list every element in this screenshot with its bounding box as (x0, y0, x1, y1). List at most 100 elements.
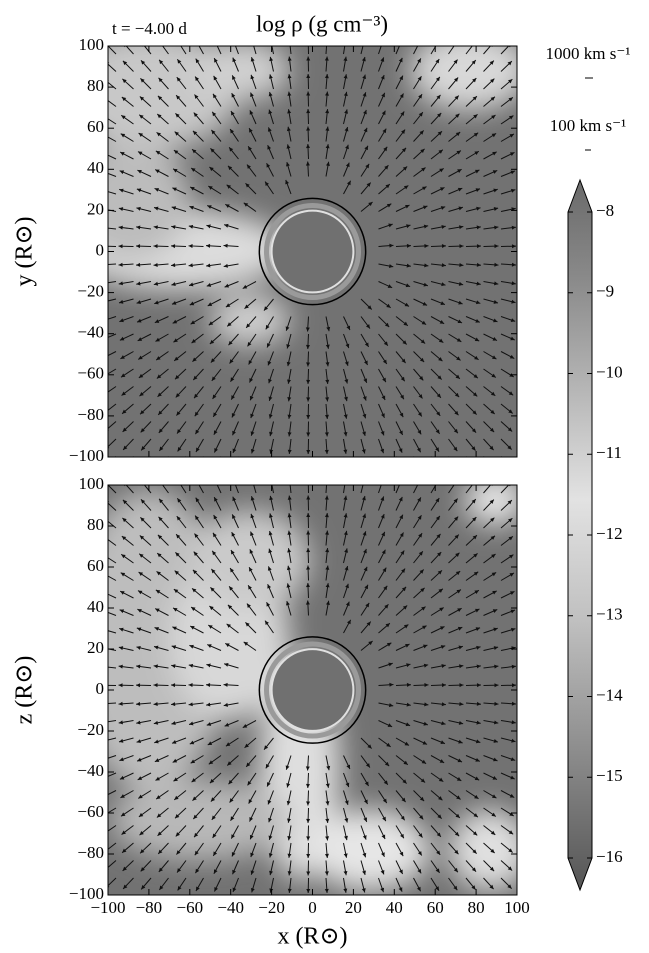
velocity-arrow-head (229, 359, 234, 364)
velocity-arrow-head (102, 592, 106, 596)
velocity-arrow-head (122, 409, 127, 414)
velocity-arrow-head (403, 185, 409, 190)
velocity-arrow-head (138, 133, 144, 137)
velocity-arrow-head (402, 605, 408, 610)
velocity-arrow-head (287, 871, 292, 876)
velocity-arrow-head (510, 170, 515, 175)
velocity-arrow-head (509, 152, 515, 156)
velocity-arrow-head (250, 57, 255, 62)
velocity-arrow-head (188, 683, 193, 688)
velocity-arrow-head (472, 849, 477, 854)
velocity-arrow-head (435, 886, 439, 891)
velocity-arrow-head (101, 226, 105, 230)
x-axis-label: x (R⊙) (277, 924, 347, 950)
velocity-arrow-head (380, 75, 385, 80)
velocity-arrow-head (325, 583, 330, 588)
velocity-arrow-head (507, 463, 511, 467)
velocity-arrow-head (175, 552, 180, 557)
velocity-arrow-head (153, 701, 158, 706)
velocity-arrow-head (424, 683, 429, 688)
velocity-arrow-head (188, 243, 193, 248)
velocity-arrow (483, 485, 492, 494)
velocity-arrow-head (457, 626, 463, 631)
velocity-arrow-head (156, 374, 162, 379)
velocity-arrow-head (208, 321, 214, 326)
velocity-arrow-head (436, 832, 441, 837)
velocity-arrow-head (406, 243, 411, 248)
velocity-arrow-head (345, 583, 349, 589)
velocity-arrow-head (231, 93, 236, 98)
velocity-arrow-head (118, 262, 123, 267)
x-tick-label: 40 (386, 898, 403, 917)
velocity-arrow-head (438, 777, 444, 782)
velocity-arrow-head (382, 128, 387, 134)
velocity-arrow-head (325, 478, 329, 482)
velocity-arrow-head (388, 662, 393, 667)
velocity-arrow-head (510, 757, 516, 761)
velocity-arrow (108, 825, 117, 832)
velocity-arrow-head (159, 446, 164, 451)
velocity-arrow-head (475, 739, 481, 744)
velocity-arrow-head (267, 145, 272, 150)
velocity-arrow-head (325, 818, 330, 823)
velocity-arrow-head (494, 262, 499, 267)
velocity-arrow-head (389, 243, 394, 248)
velocity-arrow-head (268, 74, 273, 79)
velocity-arrow-head (417, 497, 421, 502)
velocity-arrow-head (459, 702, 464, 707)
velocity-arrow-head (401, 129, 406, 134)
velocity-arrow-head (406, 682, 411, 687)
velocity-arrow-head (420, 339, 426, 344)
velocity-arrow-head (509, 572, 514, 577)
velocity-arrow-head (155, 589, 161, 594)
velocity-arrow (500, 485, 510, 494)
velocity-arrow-head (232, 496, 237, 502)
velocity-arrow (465, 485, 473, 494)
velocity-arrow (114, 456, 117, 457)
velocity-arrow-head (267, 127, 272, 132)
velocity-arrow-head (458, 281, 464, 286)
velocity-arrow-head (286, 144, 291, 149)
velocity-arrow (108, 520, 117, 529)
velocity-arrow-head (118, 701, 123, 706)
velocity-arrow-head (194, 94, 199, 99)
velocity-arrow-head (225, 204, 230, 209)
velocity-arrow-head (192, 130, 198, 136)
velocity-arrow-head (288, 467, 292, 471)
velocity-arrow-head (139, 553, 144, 558)
velocity-arrow-head (159, 885, 164, 890)
velocity-arrow-head (119, 336, 125, 341)
velocity-arrow-head (508, 79, 513, 84)
velocity-arrow-head (471, 464, 475, 468)
velocity-arrow-head (157, 831, 162, 836)
velocity-arrow (108, 842, 117, 850)
velocity-arrow (143, 485, 152, 494)
velocity-arrow-head (473, 374, 478, 379)
velocity-arrow-head (417, 480, 421, 484)
velocity-arrow-head (324, 513, 329, 518)
velocity-arrow-head (103, 794, 107, 798)
velocity-arrow-head (171, 664, 176, 669)
velocity-arrow-head (192, 149, 197, 154)
velocity-arrow-head (188, 663, 194, 668)
velocity-arrow-head (108, 833, 109, 834)
velocity-arrow-head (417, 76, 422, 81)
velocity-arrow-head (178, 480, 182, 484)
velocity-arrow-head (175, 393, 180, 398)
velocity-arrow-head (227, 322, 232, 327)
velocity-arrow-head (171, 645, 177, 650)
velocity-arrow (448, 485, 455, 494)
velocity-arrow-head (172, 187, 177, 192)
velocity-arrow-head (362, 467, 366, 471)
velocity-arrow-head (440, 301, 445, 305)
velocity-arrow-head (287, 414, 292, 419)
velocity-arrow-head (453, 867, 458, 873)
velocity-arrow-head (508, 830, 514, 835)
velocity-arrow-head (157, 392, 162, 397)
star (270, 209, 355, 294)
velocity-arrow (483, 456, 485, 457)
velocity-arrow-head (475, 300, 481, 305)
velocity-arrow-head (306, 397, 311, 402)
velocity-arrow-head (305, 344, 310, 349)
